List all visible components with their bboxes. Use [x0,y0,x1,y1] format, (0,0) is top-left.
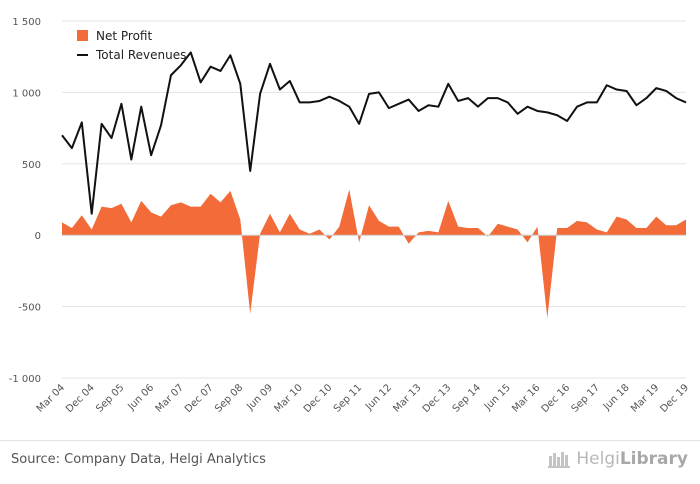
x-tick-label: Mar 10 [272,382,304,414]
y-tick-label: -1 000 [9,374,41,385]
source-text: Source: Company Data, Helgi Analytics [11,452,266,467]
legend: Net Profit Total Revenues [77,29,186,62]
x-tick-label: Sep 17 [570,382,602,414]
x-tick-label: Jun 09 [244,382,275,413]
x-tick-label: Jun 18 [601,382,632,413]
x-tick-label: Mar 13 [391,382,423,414]
y-tick-label: -500 [18,303,41,314]
footer: Source: Company Data, Helgi Analytics He… [0,440,700,484]
y-tick-label: 500 [22,160,41,171]
legend-label-net-profit: Net Profit [96,29,152,43]
x-tick-label: Mar 19 [629,382,661,414]
legend-swatch-net-profit [77,30,88,41]
y-tick-label: 1 000 [12,88,41,99]
y-tick-label: 0 [35,231,41,242]
x-tick-label: Mar 16 [510,382,542,414]
x-tick-label: Mar 04 [35,382,67,414]
x-tick-label: Dec 07 [183,382,216,415]
x-tick-label: Dec 13 [421,382,454,415]
total-revenues-line [61,51,687,215]
logo-text: HelgiLibrary [576,449,688,469]
x-tick-label: Sep 05 [94,382,126,414]
logo-text-bold: Library [619,449,688,469]
x-tick-label: Dec 19 [658,382,691,415]
x-tick-label: Jun 15 [482,382,513,413]
logo-text-light: Helgi [576,449,620,469]
y-tick-label: 1 500 [12,17,41,28]
x-tick-label: Sep 14 [451,382,483,414]
x-tick-label: Dec 10 [302,382,335,415]
y-axis-ticks: 1 500 1 000 500 0 -500 -1 000 [9,17,41,385]
grid-lines [62,20,686,379]
x-tick-label: Jun 06 [125,382,156,413]
legend-label-total-revenues: Total Revenues [95,48,186,62]
x-tick-label: Sep 08 [213,382,245,414]
library-icon [548,452,571,468]
x-tick-label: Mar 07 [154,382,186,414]
net-profit-area [62,189,686,319]
x-tick-label: Dec 16 [540,382,573,415]
helgi-library-logo: HelgiLibrary [548,449,688,469]
x-tick-label: Sep 11 [332,382,364,414]
x-tick-label: Jun 12 [363,382,394,413]
x-tick-label: Dec 04 [64,382,97,415]
